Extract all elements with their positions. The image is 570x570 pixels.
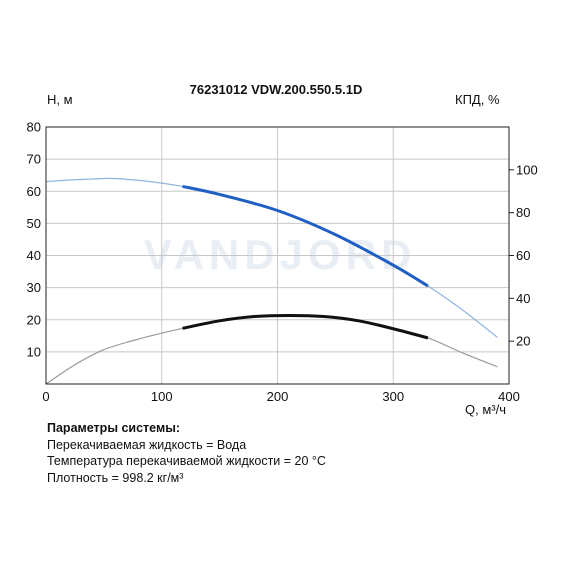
y-left-tick-label: 60	[27, 184, 41, 199]
y-right-tick-label: 20	[516, 334, 530, 349]
parameter-fluid: Перекачиваемая жидкость = Вода	[47, 437, 247, 452]
curves	[45, 177, 498, 385]
x-tick-label: 300	[382, 389, 404, 404]
head-curve-operating-range	[182, 184, 429, 288]
x-tick-label: 200	[267, 389, 289, 404]
y-left-tick-label: 30	[27, 280, 41, 295]
y-right-tick-label: 60	[516, 248, 530, 263]
y-right-tick-label: 40	[516, 291, 530, 306]
parameters-heading: Параметры системы:	[47, 421, 181, 435]
pump-curve-chart: 76231012 VDW.200.550.5.1D Н, м КПД, % Q,…	[27, 82, 538, 417]
chart-title: 76231012 VDW.200.550.5.1D	[190, 82, 363, 97]
y-right-tick-label: 80	[516, 205, 530, 220]
grid	[46, 127, 509, 384]
parameter-temperature: Температура перекачиваемой жидкости = 20…	[47, 454, 326, 468]
y-left-tick-label: 20	[27, 312, 41, 327]
x-tick-label: 0	[42, 389, 49, 404]
y-left-tick-label: 80	[27, 120, 41, 135]
y-left-axis-label: Н, м	[47, 92, 73, 107]
efficiency-curve-full	[45, 314, 498, 385]
y-left-tick-label: 70	[27, 152, 41, 167]
system-parameters: Параметры системы: Перекачиваемая жидкос…	[47, 420, 326, 486]
y-right-tick-label: 100	[516, 162, 538, 177]
parameter-density: Плотность = 998.2 кг/м³	[47, 470, 184, 485]
efficiency-curve-operating-range	[182, 313, 429, 340]
y-right-axis-label: КПД, %	[455, 92, 500, 107]
tick-labels: 0 100 200 300 400 10 20 30 40 50 60 70 80 20 40 60 80 100	[27, 120, 538, 405]
x-tick-label: 100	[151, 389, 173, 404]
y-left-tick-label: 40	[27, 248, 41, 263]
y-left-tick-label: 10	[27, 344, 41, 359]
x-axis-label: Q, м³/ч	[465, 402, 506, 417]
x-tick-label: 400	[498, 389, 520, 404]
y-left-tick-label: 50	[27, 216, 41, 231]
